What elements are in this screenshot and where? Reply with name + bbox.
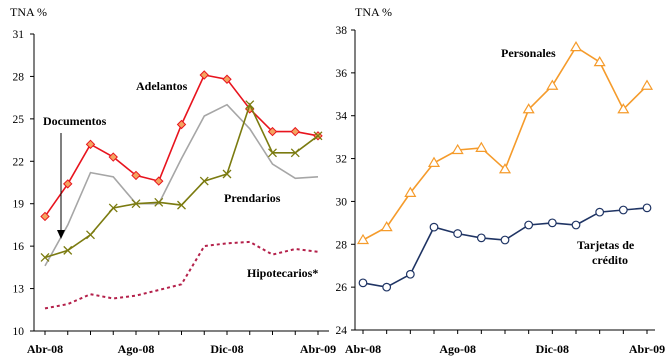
label-adelantos: Adelantos [136, 79, 188, 93]
right-ytick-label: 38 [336, 25, 348, 37]
marker-tarjetas-de-cr-dito [476, 233, 486, 243]
marker-adelantos [176, 119, 187, 130]
left-chart-annotations: Adelantos Documentos Prendarios Hipoteca… [43, 79, 318, 280]
marker-prendarios [108, 203, 118, 213]
left-xtick-label: Abr-09 [300, 342, 336, 356]
marker-prendarios [177, 200, 186, 210]
label-personales: Personales [501, 46, 556, 60]
marker-adelantos [290, 126, 300, 137]
series-line-documentos [44, 103, 319, 267]
label-tarjetas-line2: crédito [592, 253, 628, 267]
marker-personales [593, 55, 606, 67]
marker-prendarios [222, 169, 232, 179]
marker-personales [475, 141, 488, 152]
left-xtick-label: Abr-08 [27, 342, 63, 356]
left-chart: TNA % 10 13 16 19 22 25 28 31 Abr-08 Ago-08 Dic-08 A… [10, 5, 336, 356]
marker-prendarios [199, 176, 209, 186]
marker-tarjetas-de-cr-dito [429, 222, 439, 232]
label-prendarios: Prendarios [224, 191, 281, 205]
marker-tarjetas-de-cr-dito [547, 218, 557, 228]
marker-adelantos [267, 126, 278, 137]
marker-personales [427, 156, 441, 167]
marker-tarjetas-de-cr-dito [595, 207, 605, 217]
left-ytick-label: 13 [13, 284, 25, 296]
right-xtick-label: Ago-08 [439, 342, 476, 356]
marker-prendarios [154, 197, 164, 207]
right-chart-annotations: Personales Tarjetas de crédito [501, 46, 635, 267]
left-ytick-label: 25 [13, 114, 25, 126]
left-ytick-label: 16 [13, 241, 25, 253]
marker-tarjetas-de-cr-dito [642, 203, 652, 213]
marker-personales [617, 103, 630, 114]
marker-personales [498, 163, 512, 174]
marker-adelantos [85, 139, 96, 150]
marker-personales [569, 40, 583, 52]
left-ylabel: TNA % [10, 5, 47, 19]
marker-tarjetas-de-cr-dito [500, 235, 510, 245]
marker-tarjetas-de-cr-dito [405, 269, 415, 279]
marker-adelantos [63, 179, 73, 189]
left-ytick-label: 10 [13, 326, 25, 338]
marker-personales [451, 143, 464, 155]
label-tarjetas-line1: Tarjetas de [577, 238, 635, 252]
marker-prendarios [131, 199, 141, 209]
marker-personales [640, 79, 654, 90]
marker-prendarios [245, 100, 255, 110]
marker-prendarios [86, 230, 95, 240]
marker-adelantos [222, 74, 232, 84]
marker-adelantos [131, 170, 141, 181]
right-xtick-label: Abr-09 [629, 342, 665, 356]
marker-prendarios [63, 245, 73, 255]
right-ytick-label: 36 [336, 68, 348, 80]
marker-adelantos [40, 211, 50, 222]
left-xtick-label: Dic-08 [210, 342, 243, 356]
marker-personales [546, 79, 559, 90]
marker-prendarios [268, 148, 277, 158]
right-chart: TNA % 24 26 28 30 32 34 36 38 Abr-08 Ago-08 Dic-08 A… [336, 5, 666, 356]
left-ytick-label: 31 [13, 29, 25, 41]
marker-tarjetas-de-cr-dito [618, 205, 628, 215]
marker-adelantos [154, 176, 164, 186]
marker-personales [380, 220, 393, 232]
marker-tarjetas-de-cr-dito [524, 220, 534, 230]
marker-tarjetas-de-cr-dito [453, 229, 463, 238]
right-ytick-label: 34 [336, 111, 348, 123]
marker-prendarios [290, 148, 300, 158]
left-ytick-label: 28 [13, 71, 25, 83]
marker-tarjetas-de-cr-dito [382, 282, 392, 292]
marker-adelantos [108, 152, 118, 162]
marker-prendarios [40, 252, 50, 262]
right-ytick-label: 28 [336, 239, 348, 251]
right-ytick-label: 30 [336, 196, 348, 208]
label-hipotecarios: Hipotecarios* [247, 266, 318, 280]
right-ytick-label: 32 [336, 154, 348, 166]
right-ylabel: TNA % [355, 5, 392, 19]
right-ytick-label: 26 [336, 282, 348, 294]
left-ytick-label: 19 [13, 199, 25, 211]
left-xtick-label: Ago-08 [118, 342, 155, 356]
right-xtick-label: Dic-08 [536, 342, 569, 356]
documentos-arrow-head [57, 230, 65, 239]
right-xtick-label: Abr-08 [345, 342, 381, 356]
marker-tarjetas-de-cr-dito [571, 220, 581, 230]
series-line-hipotecarios [44, 240, 319, 310]
marker-prendarios [313, 131, 323, 141]
right-ytick-label: 24 [336, 325, 348, 337]
marker-personales [356, 233, 370, 245]
marker-tarjetas-de-cr-dito [358, 278, 368, 288]
marker-personales [522, 103, 535, 114]
marker-adelantos [199, 70, 209, 80]
marker-personales [404, 186, 417, 197]
left-ytick-label: 22 [13, 156, 25, 168]
label-documentos: Documentos [43, 114, 107, 128]
